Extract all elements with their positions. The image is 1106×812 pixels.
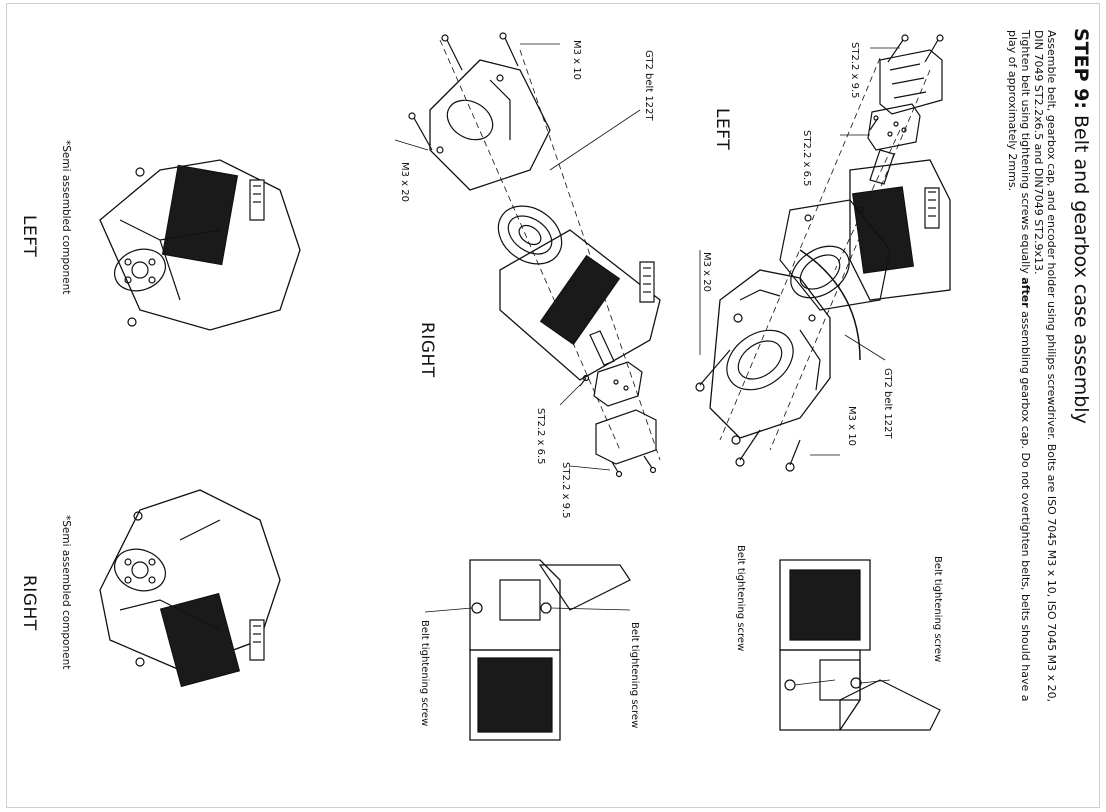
label-belt-screw-top-b: Belt tightening screw	[735, 545, 746, 652]
label-gt2-left: GT2 belt 122T	[882, 368, 893, 439]
page-frame	[6, 3, 1100, 808]
right-exploded-assembly	[395, 33, 660, 477]
semi-assembled-right	[100, 490, 280, 686]
left-heading: LEFT	[712, 108, 732, 151]
semi-left-heading: LEFT	[19, 215, 39, 258]
label-belt-screw-top-a: Belt tightening screw	[932, 556, 943, 663]
screw-m3x10-left	[736, 430, 800, 471]
label-m3x10-left: M3 x 10	[846, 406, 857, 446]
label-st22x65-left: ST2.2 x 6.5	[801, 130, 812, 187]
semi-assembled-left	[100, 160, 300, 330]
semi-right-note: *Semi assembled component	[60, 515, 72, 670]
right-heading: RIGHT	[417, 322, 437, 378]
label-m3x20-right: M3 x 20	[399, 162, 410, 202]
side-view-left	[780, 560, 940, 730]
screw-m3x20-left	[696, 350, 730, 391]
label-belt-screw-mid-b: Belt tightening screw	[419, 620, 430, 727]
label-m3x20-left: M3 x 20	[701, 252, 712, 292]
side-view-right	[425, 560, 630, 740]
label-st22x65-right: ST2.2 x 6.5	[535, 408, 546, 465]
semi-left-note: *Semi assembled component	[60, 140, 72, 295]
label-belt-screw-mid-a: Belt tightening screw	[629, 622, 640, 729]
label-gt2-right: GT2 belt 122T	[643, 50, 654, 121]
screw-st22x95-left	[888, 35, 943, 62]
label-m3x10-right: M3 x 10	[571, 40, 582, 80]
left-exploded-assembly	[696, 35, 950, 471]
semi-right-heading: RIGHT	[19, 575, 39, 631]
label-st22x95-left: ST2.2 x 9.5	[849, 42, 860, 99]
label-st22x95-right: ST2.2 x 9.5	[560, 462, 571, 519]
